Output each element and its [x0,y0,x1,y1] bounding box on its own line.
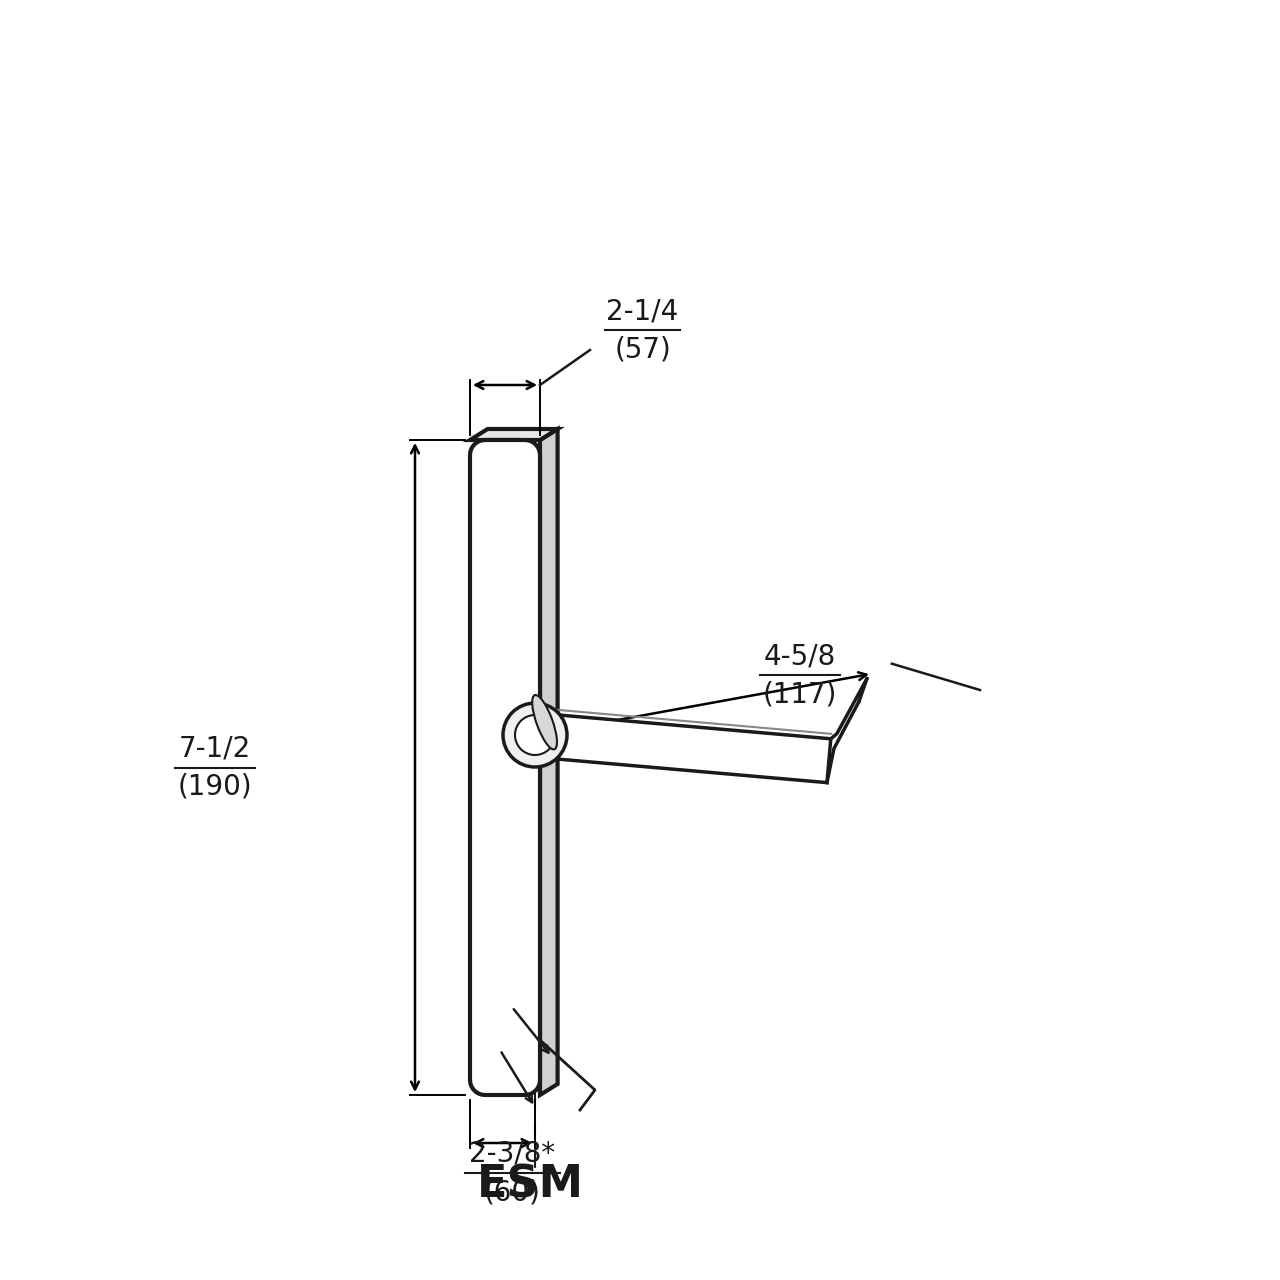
Circle shape [515,716,556,755]
Text: ESM: ESM [476,1164,584,1207]
Polygon shape [470,429,558,440]
Text: (190): (190) [178,773,252,800]
Polygon shape [540,429,558,1094]
Text: (57): (57) [614,335,671,364]
Polygon shape [470,440,540,1094]
Text: 2-3/8*: 2-3/8* [470,1140,556,1167]
Text: 2-1/4: 2-1/4 [607,297,678,325]
Text: 7-1/2: 7-1/2 [179,735,251,763]
Polygon shape [532,713,831,782]
Text: (60): (60) [484,1178,541,1206]
Circle shape [503,703,567,767]
Text: (117): (117) [763,680,837,708]
Ellipse shape [532,695,557,749]
Text: 4-5/8: 4-5/8 [764,643,836,669]
